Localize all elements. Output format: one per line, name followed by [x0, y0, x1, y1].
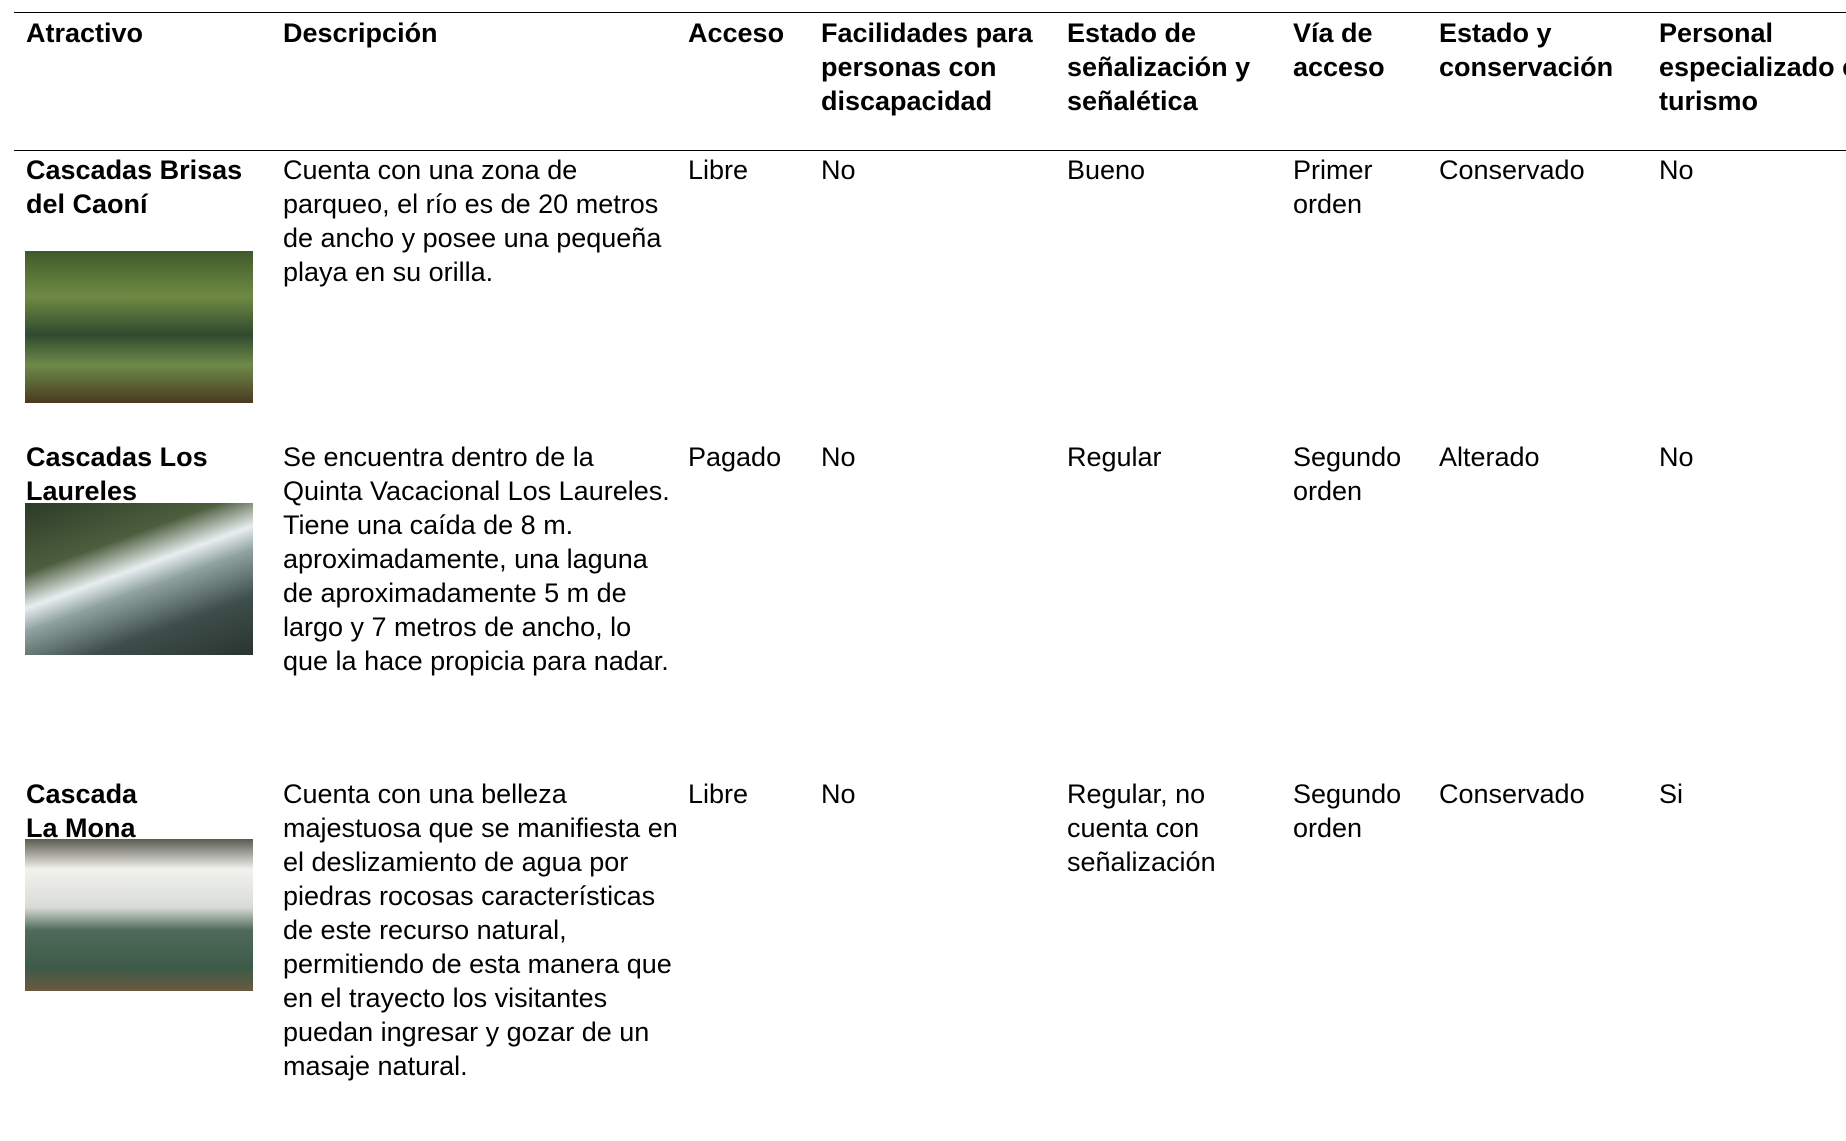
column-header: Atractivo [26, 18, 144, 48]
table-cell: Regular, no cuenta con señalización [1067, 779, 1216, 877]
column-header: Personal especializado en turismo [1659, 18, 1846, 116]
column-header: Facilidades para personas con discapacid… [821, 18, 1033, 116]
attraction-name: Cascadas Los Laureles [26, 442, 208, 506]
table-cell: Cuenta con una zona de parqueo, el río e… [283, 155, 662, 287]
table-cell: No [1659, 155, 1694, 185]
attraction-name: Cascada La Mona [26, 779, 138, 843]
header-rule [14, 150, 1846, 151]
table-cell: Bueno [1067, 155, 1146, 185]
table-cell: No [821, 442, 856, 472]
table-cell: Conservado [1439, 779, 1585, 809]
table-cell: Regular [1067, 442, 1162, 472]
photo [25, 251, 253, 403]
column-header: Descripción [283, 18, 438, 48]
table-cell: Primer orden [1293, 155, 1373, 219]
table-cell: No [1659, 442, 1694, 472]
attraction-name: Cascadas Brisas del Caoní [26, 155, 243, 219]
photo [25, 503, 253, 655]
table-cell: Libre [688, 155, 749, 185]
column-header: Estado de señalización y señalética [1067, 18, 1251, 116]
column-header: Vía de acceso [1293, 18, 1385, 82]
table-cell: Si [1659, 779, 1684, 809]
table-cell: Se encuentra dentro de la Quinta Vacacio… [283, 442, 670, 676]
table-cell: Segundo orden [1293, 779, 1402, 843]
table-cell: No [821, 155, 856, 185]
table-cell: No [821, 779, 856, 809]
column-header: Estado y conservación [1439, 18, 1614, 82]
table-cell: Libre [688, 779, 749, 809]
table-cell: Conservado [1439, 155, 1585, 185]
column-header: Acceso [688, 18, 785, 48]
top-rule [14, 12, 1846, 13]
photo [25, 839, 253, 991]
table-cell: Segundo orden [1293, 442, 1402, 506]
table-cell: Alterado [1439, 442, 1540, 472]
table-cell: Pagado [688, 442, 782, 472]
table-cell: Cuenta con una belleza majestuosa que se… [283, 779, 678, 1081]
